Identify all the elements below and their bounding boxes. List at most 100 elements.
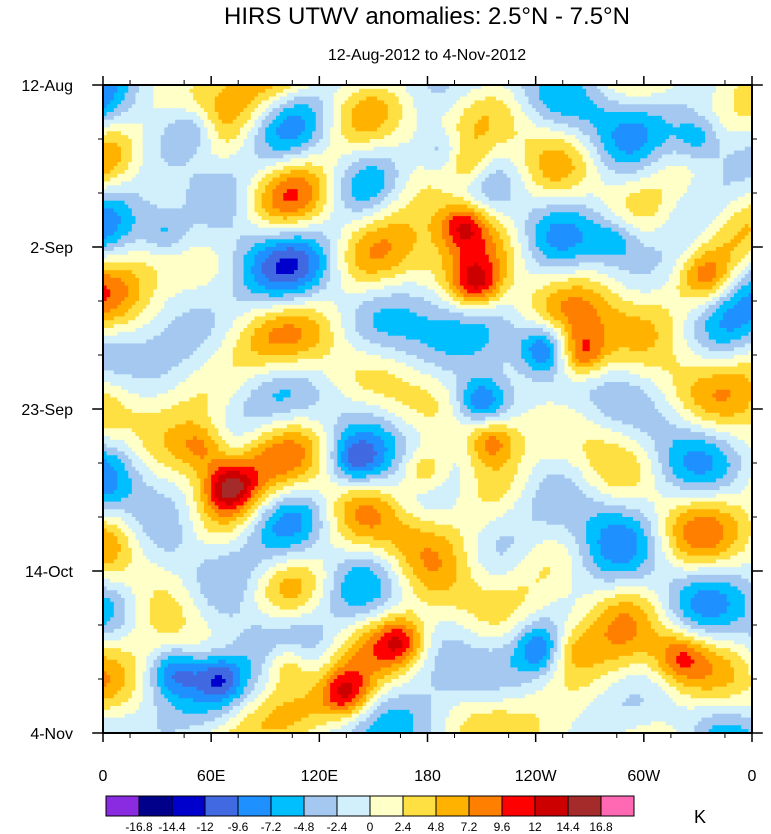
- heatmap-cell: [503, 89, 507, 93]
- heatmap-cell: [467, 93, 471, 97]
- heatmap-cell: [712, 104, 716, 108]
- heatmap-cell: [327, 97, 331, 101]
- heatmap-cell: [702, 104, 706, 108]
- heatmap-cell: [536, 108, 540, 112]
- heatmap-cell: [727, 100, 731, 104]
- heatmap-cell: [446, 108, 450, 112]
- heatmap-cell: [164, 93, 168, 97]
- heatmap-cell: [341, 97, 345, 101]
- heatmap-cell: [186, 104, 190, 108]
- heatmap-cell: [107, 97, 111, 101]
- heatmap-cell: [150, 104, 154, 108]
- heatmap-cell: [204, 100, 208, 104]
- heatmap-cell: [615, 93, 619, 97]
- heatmap-cell: [352, 89, 356, 93]
- heatmap-cell: [716, 100, 720, 104]
- heatmap-cell: [575, 108, 579, 112]
- heatmap-cell: [161, 112, 165, 116]
- heatmap-cell: [348, 97, 352, 101]
- heatmap-cell: [258, 89, 262, 93]
- heatmap-cell: [153, 93, 157, 97]
- heatmap-cell: [204, 93, 208, 97]
- heatmap-cell: [525, 93, 529, 97]
- heatmap-cell: [424, 108, 428, 112]
- heatmap-cell: [258, 97, 262, 101]
- heatmap-cell: [550, 89, 554, 93]
- heatmap-cell: [557, 89, 561, 93]
- heatmap-cell: [550, 97, 554, 101]
- heatmap-cell: [399, 97, 403, 101]
- heatmap-cell: [482, 97, 486, 101]
- heatmap-cell: [532, 100, 536, 104]
- heatmap-cell: [161, 108, 165, 112]
- heatmap-cell: [226, 112, 230, 116]
- heatmap-cell: [453, 89, 457, 93]
- heatmap-cell: [193, 112, 197, 116]
- heatmap-cell: [244, 108, 248, 112]
- heatmap-cell: [543, 112, 547, 116]
- heatmap-cell: [716, 89, 720, 93]
- heatmap-cell: [572, 89, 576, 93]
- heatmap-cell: [687, 100, 691, 104]
- heatmap-cell: [283, 104, 287, 108]
- heatmap-cell: [384, 97, 388, 101]
- heatmap-cell: [251, 100, 255, 104]
- heatmap-cell: [381, 112, 385, 116]
- heatmap-cell: [539, 89, 543, 93]
- heatmap-cell: [474, 89, 478, 93]
- heatmap-cell: [716, 97, 720, 101]
- heatmap-cell: [402, 93, 406, 97]
- heatmap-cell: [330, 100, 334, 104]
- heatmap-cell: [402, 100, 406, 104]
- heatmap-cell: [269, 112, 273, 116]
- heatmap-cell: [640, 89, 644, 93]
- heatmap-cell: [503, 93, 507, 97]
- heatmap-cell: [301, 112, 305, 116]
- heatmap-cell: [680, 108, 684, 112]
- heatmap-cell: [745, 100, 749, 104]
- heatmap-cell: [528, 112, 532, 116]
- heatmap-cell: [121, 104, 125, 108]
- heatmap-cell: [622, 93, 626, 97]
- heatmap-cell: [503, 100, 507, 104]
- heatmap-cell: [117, 104, 121, 108]
- heatmap-cell: [323, 104, 327, 108]
- heatmap-cell: [218, 100, 222, 104]
- heatmap-cell: [117, 97, 121, 101]
- heatmap-cell: [424, 93, 428, 97]
- heatmap-cell: [265, 89, 269, 93]
- heatmap-cell: [161, 104, 165, 108]
- heatmap-cell: [157, 93, 161, 97]
- heatmap-cell: [702, 108, 706, 112]
- heatmap-cell: [568, 93, 572, 97]
- heatmap-cell: [168, 108, 172, 112]
- heatmap-cell: [492, 104, 496, 108]
- heatmap-cell: [521, 97, 525, 101]
- heatmap-cell: [738, 89, 742, 93]
- heatmap-cell: [651, 93, 655, 97]
- heatmap-cell: [233, 108, 237, 112]
- heatmap-cell: [388, 112, 392, 116]
- heatmap-cell: [507, 112, 511, 116]
- heatmap-cell: [244, 112, 248, 116]
- heatmap-cell: [435, 112, 439, 116]
- heatmap-cell: [673, 104, 677, 108]
- heatmap-cell: [428, 89, 432, 93]
- heatmap-cell: [298, 104, 302, 108]
- heatmap-cell: [669, 93, 673, 97]
- heatmap-cell: [521, 112, 525, 116]
- heatmap-cell: [687, 104, 691, 108]
- heatmap-cell: [702, 100, 706, 104]
- heatmap-cell: [197, 93, 201, 97]
- heatmap-cell: [114, 108, 118, 112]
- heatmap-cell: [550, 108, 554, 112]
- heatmap-cell: [276, 97, 280, 101]
- heatmap-cell: [687, 93, 691, 97]
- heatmap-cell: [229, 97, 233, 101]
- heatmap-cell: [280, 112, 284, 116]
- heatmap-cell: [262, 93, 266, 97]
- heatmap-cell: [161, 97, 165, 101]
- heatmap-cell: [283, 89, 287, 93]
- heatmap-cell: [683, 89, 687, 93]
- heatmap-cell: [464, 89, 468, 93]
